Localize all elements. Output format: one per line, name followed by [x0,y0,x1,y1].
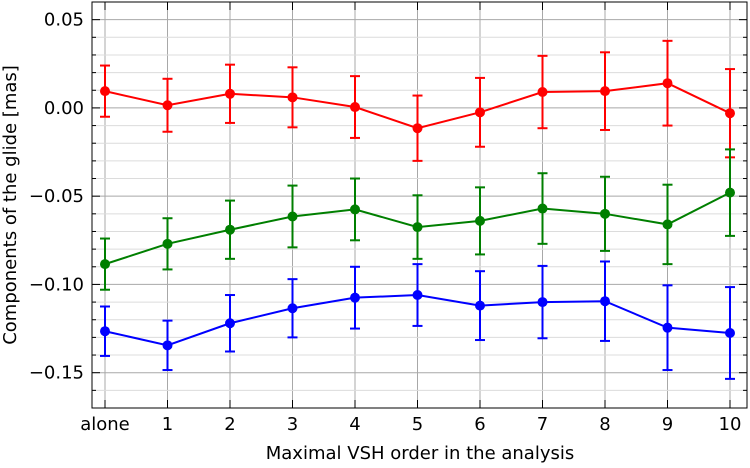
series-3 [100,260,735,380]
data-point [100,259,110,270]
series-1 [100,39,735,162]
data-point [725,108,735,119]
x-tick-label: 6 [474,414,485,435]
data-point [162,340,173,351]
series-2 [100,148,735,291]
data-point [350,204,360,215]
data-point [725,327,735,338]
data-point [225,88,235,99]
series-layer [100,39,735,380]
data-point [600,86,610,97]
data-point [662,219,673,230]
x-tick-label: 4 [349,414,360,435]
y-tick-label: −0.10 [29,274,84,295]
data-point [662,78,673,89]
data-point [475,300,485,311]
data-point [662,322,673,333]
x-tick-label: alone [80,414,130,435]
y-tick-label: 0.05 [44,10,84,31]
grid [92,1,747,409]
data-point [350,292,360,303]
x-tick-label: 7 [537,414,548,435]
y-tick-label: −0.05 [29,186,84,207]
data-point [475,215,485,226]
data-point [162,100,173,111]
data-point [225,318,235,329]
data-point [412,222,423,233]
data-point [537,297,548,308]
x-tick-label: 2 [224,414,235,435]
data-point [100,86,110,97]
data-point [537,203,548,214]
data-point [412,290,423,301]
ticks: alone 1 2 3 4 5 6 7 8 9 10 0.05 0.00 −0.05 −0.10 −0.15 [29,1,747,435]
plot-frame [91,1,748,409]
data-point [537,87,548,98]
x-axis-label: Maximal VSH order in the analysis [266,443,575,464]
data-point [475,107,485,118]
x-tick-label: 9 [662,414,673,435]
data-point [725,187,735,198]
y-tick-label: −0.15 [29,363,84,384]
y-axis-label: Components of the glide [mas] [0,65,21,345]
data-point [162,238,173,249]
data-point [100,326,110,337]
x-tick-label: 5 [412,414,423,435]
data-point [412,123,423,134]
x-tick-label: 1 [162,414,173,435]
y-tick-label: 0.00 [44,98,84,119]
x-tick-label: 8 [599,414,610,435]
data-point [600,296,610,307]
data-point [600,208,610,219]
data-point [225,224,235,235]
data-point [287,92,298,103]
data-point [287,303,298,314]
x-tick-label: 10 [719,414,742,435]
data-point [350,102,360,113]
x-tick-label: 3 [287,414,298,435]
data-point [287,211,298,222]
